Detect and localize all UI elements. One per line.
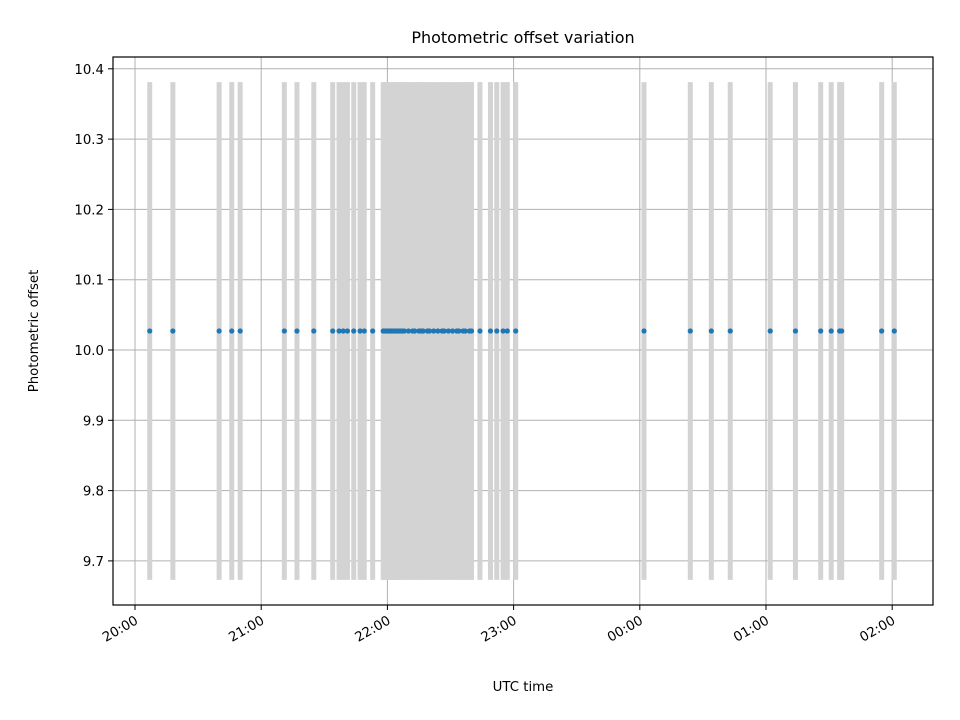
data-point (330, 328, 336, 334)
y-tick-label: 9.9 (83, 414, 104, 429)
data-point (426, 328, 433, 334)
data-point (281, 328, 287, 334)
data-point (401, 328, 407, 334)
data-point (370, 328, 376, 334)
data-point (216, 328, 222, 334)
data-point (687, 328, 693, 334)
y-tick-label: 10.2 (74, 203, 104, 218)
y-tick-label: 10.0 (74, 344, 104, 359)
y-tick-label: 9.8 (83, 485, 104, 500)
data-point (435, 328, 441, 334)
data-point (504, 328, 510, 334)
data-point (828, 328, 834, 334)
data-point (477, 328, 483, 334)
data-point (494, 328, 500, 334)
data-point (727, 328, 733, 334)
data-point (340, 328, 346, 334)
data-point (708, 328, 714, 334)
data-point (431, 328, 437, 334)
data-point (641, 328, 647, 334)
data-point (445, 328, 451, 334)
data-point (879, 328, 885, 334)
y-tick-label: 10.1 (74, 274, 104, 289)
data-point (405, 328, 412, 334)
x-axis-label: UTC time (493, 680, 554, 695)
data-point (891, 328, 897, 334)
y-tick-label: 10.4 (74, 63, 104, 78)
data-point (351, 328, 357, 334)
data-point (767, 328, 773, 334)
data-point (294, 328, 300, 334)
plot-frame (112, 56, 934, 606)
y-axis-label: Photometric offset (27, 270, 42, 393)
data-point (357, 328, 363, 334)
data-point (229, 328, 235, 334)
data-points (147, 328, 897, 334)
data-point (513, 328, 519, 334)
data-point (344, 328, 351, 334)
data-point (361, 328, 367, 334)
data-point (311, 328, 317, 334)
y-tick-label: 9.7 (83, 555, 104, 570)
data-point (462, 328, 468, 334)
data-point (441, 328, 447, 334)
data-point (450, 328, 456, 334)
data-point (500, 328, 506, 334)
data-point (468, 328, 475, 334)
chart-title: Photometric offset variation (411, 28, 634, 47)
y-axis-ticks: 9.7 9.8 9.9 10.0 10.1 10.2 10.3 10.4 (74, 63, 113, 570)
data-point (839, 328, 845, 334)
data-point (412, 328, 418, 334)
data-point (818, 328, 824, 334)
data-point (170, 328, 176, 334)
data-point (336, 328, 342, 334)
data-point (456, 328, 462, 334)
y-tick-label: 10.3 (74, 133, 104, 148)
data-point (237, 328, 243, 334)
data-point (420, 328, 426, 334)
data-point (792, 328, 799, 334)
data-point (487, 328, 494, 334)
data-point (147, 328, 153, 334)
